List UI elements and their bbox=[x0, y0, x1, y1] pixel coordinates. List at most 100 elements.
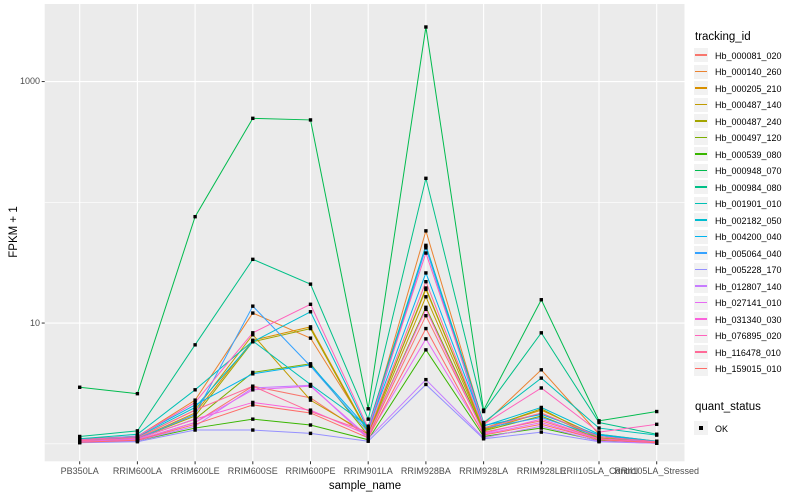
data-point bbox=[424, 326, 428, 331]
legend-item-label: Hb_002182_050 bbox=[715, 215, 782, 226]
legend-key-swatch bbox=[694, 147, 708, 161]
legend-key-swatch bbox=[694, 48, 708, 62]
legend-line-icon bbox=[695, 70, 707, 73]
legend-line-icon bbox=[695, 103, 707, 106]
data-point bbox=[366, 433, 370, 437]
legend-line-icon bbox=[695, 268, 707, 271]
data-point bbox=[366, 426, 370, 430]
data-point bbox=[481, 426, 486, 430]
data-point bbox=[424, 246, 428, 250]
legend-item-label: Hb_005228_170 bbox=[715, 265, 782, 275]
legend-key-swatch bbox=[694, 361, 708, 376]
data-point bbox=[597, 434, 601, 439]
data-point bbox=[251, 388, 255, 392]
x-tick-label: RRIM600SE bbox=[227, 466, 278, 476]
data-point bbox=[481, 429, 486, 433]
legend-key-swatch bbox=[694, 295, 708, 310]
data-point bbox=[193, 405, 197, 410]
legend-item-label: Hb_027141_010 bbox=[715, 298, 782, 308]
data-point bbox=[251, 331, 255, 335]
legend-item-label: Hb_000205_210 bbox=[715, 83, 782, 94]
legend-line-icon bbox=[695, 351, 707, 353]
data-point bbox=[597, 438, 601, 442]
data-point bbox=[655, 409, 659, 414]
data-point bbox=[366, 424, 370, 428]
data-point bbox=[251, 311, 255, 315]
data-point bbox=[308, 364, 313, 368]
data-point bbox=[308, 431, 313, 436]
y-axis-title: FPKM + 1 bbox=[8, 206, 20, 258]
data-point bbox=[193, 417, 197, 421]
data-point bbox=[424, 286, 428, 290]
data-point bbox=[251, 333, 255, 337]
data-point bbox=[539, 376, 543, 380]
legend-item-label: OK bbox=[715, 423, 729, 434]
data-point bbox=[308, 326, 313, 331]
legend-line-icon bbox=[695, 169, 707, 172]
data-point bbox=[308, 310, 313, 314]
x-tick-label: RRII105LA_Control bbox=[559, 466, 639, 476]
data-point bbox=[135, 436, 140, 440]
legend-key-swatch bbox=[694, 345, 708, 359]
data-point bbox=[539, 430, 543, 434]
legend-item-label: Hb_076895_020 bbox=[715, 331, 782, 341]
data-point bbox=[308, 396, 313, 400]
data-point bbox=[193, 422, 197, 427]
legend-title-tracking-id: tracking_id bbox=[695, 31, 751, 43]
data-point bbox=[481, 409, 486, 414]
data-point bbox=[424, 280, 428, 284]
data-point bbox=[193, 420, 197, 425]
data-point bbox=[597, 420, 601, 425]
data-point bbox=[597, 430, 601, 434]
legend-item-label: Hb_000140_260 bbox=[715, 67, 782, 77]
legend-line-icon bbox=[695, 301, 707, 304]
legend-key-swatch bbox=[694, 97, 708, 112]
data-point bbox=[193, 400, 197, 405]
data-point bbox=[481, 431, 486, 436]
legend-key-swatch bbox=[694, 196, 708, 211]
data-point bbox=[308, 423, 313, 427]
legend-line-icon bbox=[695, 318, 707, 320]
data-point bbox=[251, 257, 255, 262]
x-tick-label: PB350LA bbox=[60, 466, 99, 476]
data-point bbox=[481, 436, 486, 440]
data-point bbox=[655, 422, 659, 427]
legend-item-label: Hb_001901_010 bbox=[715, 199, 782, 209]
legend-key-swatch bbox=[694, 328, 708, 343]
data-point bbox=[655, 433, 659, 437]
data-point bbox=[251, 417, 255, 421]
data-point bbox=[424, 271, 428, 275]
legend-item-label: Hb_000081_020 bbox=[715, 50, 782, 61]
legend-key-swatch bbox=[694, 312, 708, 326]
legend-title-quant-status: quant_status bbox=[695, 401, 761, 413]
legend-item-label: Hb_000984_080 bbox=[715, 182, 782, 193]
data-point bbox=[481, 433, 486, 437]
legend-line-icon bbox=[695, 120, 707, 122]
legend-item-label: Hb_000487_140 bbox=[715, 100, 782, 110]
data-point bbox=[251, 384, 255, 388]
legend-item-label: Hb_004200_040 bbox=[715, 232, 782, 242]
data-point bbox=[193, 403, 197, 407]
x-tick-label: RRII105LA_Stressed bbox=[614, 466, 699, 476]
legend-line-icon bbox=[695, 87, 707, 89]
legend-item-label: Hb_000948_070 bbox=[715, 166, 782, 176]
legend: tracking_id Hb_000081_020 Hb_000140_260 Hb… bbox=[694, 0, 800, 500]
legend-line-icon bbox=[695, 202, 707, 205]
legend-item-label: Hb_000497_120 bbox=[715, 133, 782, 143]
data-point bbox=[424, 251, 428, 255]
legend-line-icon bbox=[695, 136, 707, 139]
data-point bbox=[539, 424, 543, 428]
data-point bbox=[193, 214, 197, 219]
y-tick-label-1000: 1000 bbox=[19, 76, 40, 86]
data-point bbox=[78, 385, 82, 389]
data-point bbox=[539, 422, 543, 427]
legend-line-icon bbox=[695, 285, 707, 287]
y-tick-label-10: 10 bbox=[29, 317, 40, 328]
x-tick-label: RRIM600LE bbox=[170, 466, 220, 476]
legend-key-swatch bbox=[694, 180, 708, 194]
data-point bbox=[424, 229, 428, 233]
legend-item-label: Hb_116478_010 bbox=[715, 347, 781, 358]
x-tick-label: RRIM600PE bbox=[285, 466, 336, 476]
x-tick-label: RRIM928LE bbox=[516, 466, 566, 476]
